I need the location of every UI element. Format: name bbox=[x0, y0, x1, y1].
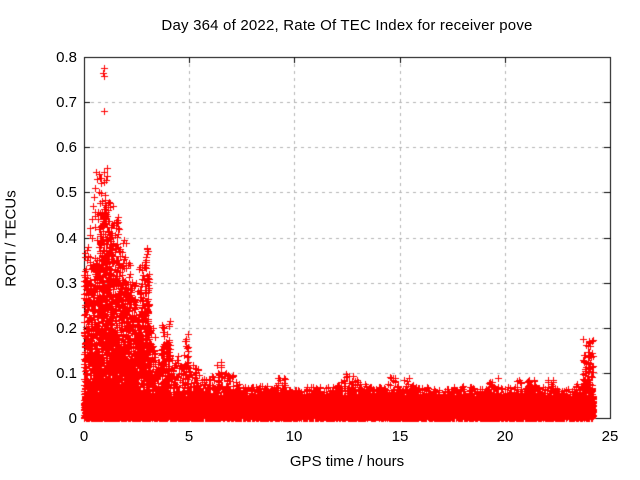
x-tick-label: 10 bbox=[285, 428, 303, 445]
y-tick-label: 0.1 bbox=[56, 365, 77, 382]
x-tick-label: 25 bbox=[601, 428, 619, 445]
x-tick-label: 15 bbox=[391, 428, 409, 445]
y-tick-label: 0.7 bbox=[56, 94, 77, 111]
y-tick-label: 0.4 bbox=[56, 230, 77, 247]
y-tick-label: 0.8 bbox=[56, 49, 77, 66]
y-tick-label: 0.3 bbox=[56, 275, 77, 292]
y-tick-label: 0.5 bbox=[56, 184, 77, 201]
x-tick-label: 20 bbox=[496, 428, 514, 445]
y-tick-label: 0 bbox=[68, 410, 77, 427]
x-tick-label: 5 bbox=[184, 428, 194, 445]
y-tick-label: 0.6 bbox=[56, 139, 77, 156]
x-axis-title: GPS time / hours bbox=[289, 453, 405, 470]
chart-title: Day 364 of 2022, Rate Of TEC Index for r… bbox=[161, 17, 533, 34]
y-tick-label: 0.2 bbox=[56, 320, 77, 337]
x-tick-label: 0 bbox=[79, 428, 89, 445]
